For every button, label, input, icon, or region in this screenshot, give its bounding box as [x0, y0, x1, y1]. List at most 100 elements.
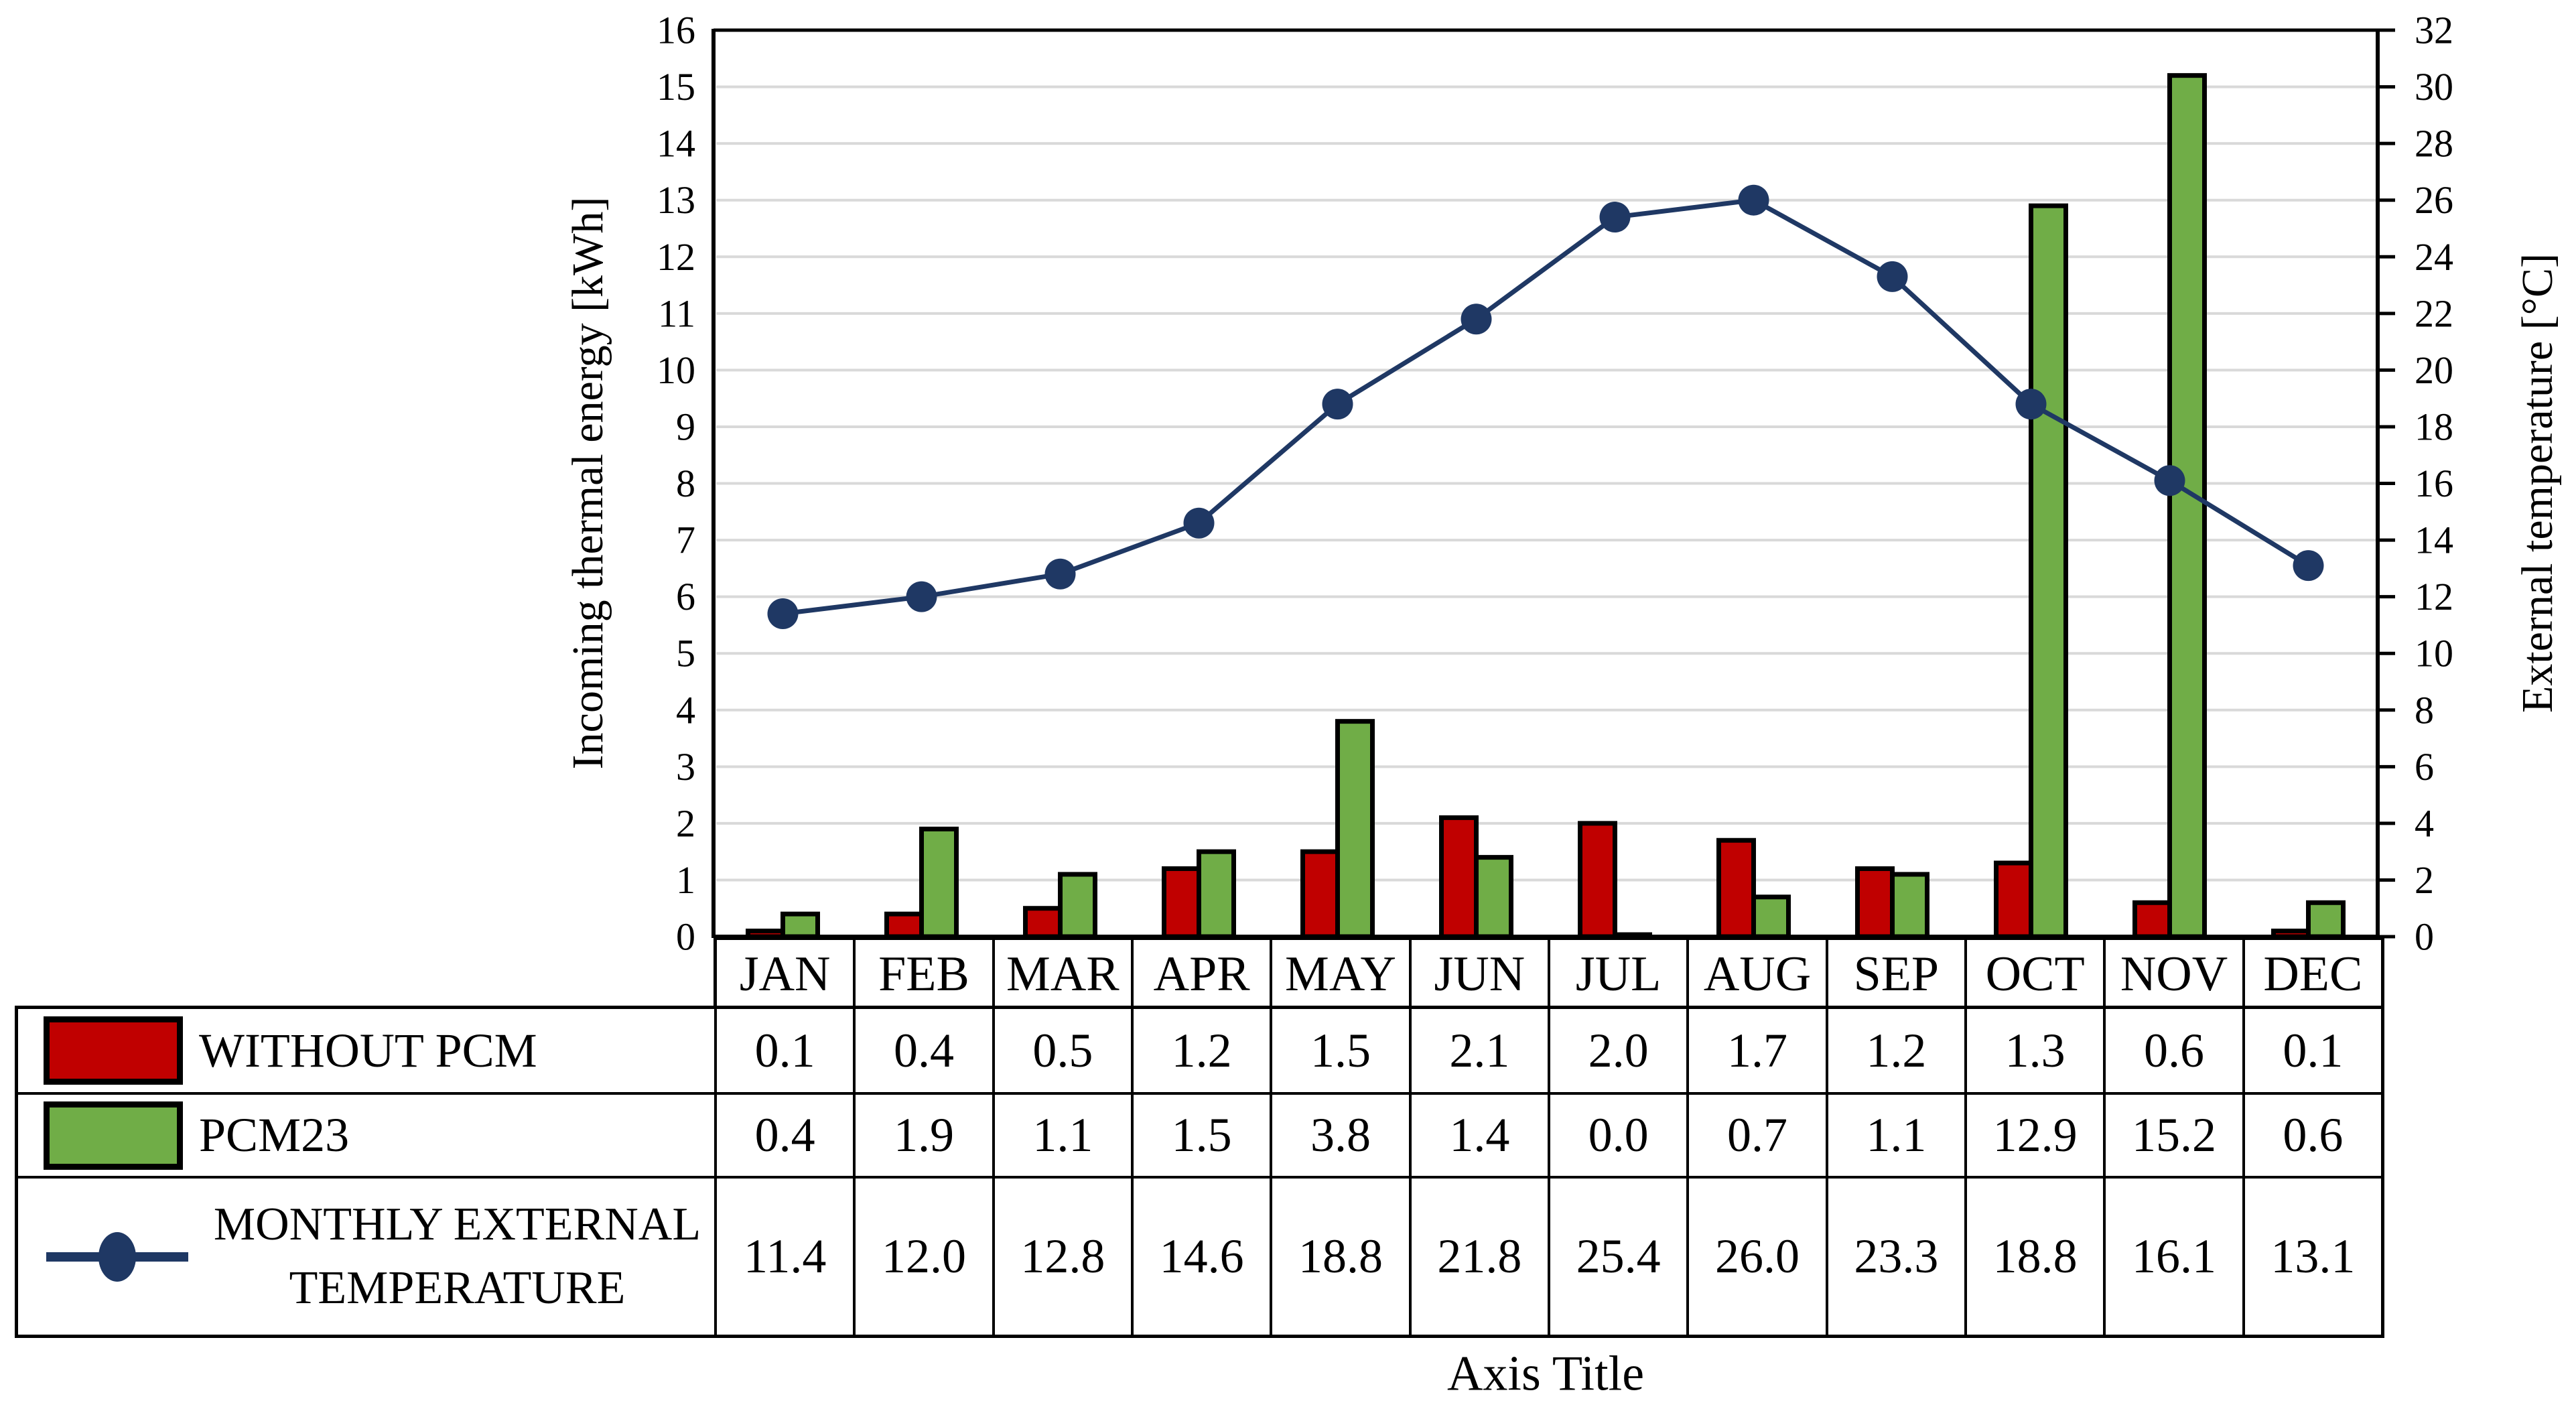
left-axis-tick-label: 13	[657, 178, 695, 222]
month-header-cell: SEP	[1828, 940, 1964, 1009]
legend-label: WITHOUT PCM	[199, 1023, 537, 1077]
table-value-cell: 21.8	[1411, 1179, 1548, 1335]
bar-without-pcm	[1578, 821, 1617, 939]
bar-without-pcm	[1994, 860, 2033, 939]
table-value-cell: 1.5	[1133, 1095, 1270, 1176]
table-value-cell: 26.0	[1689, 1179, 1826, 1335]
right-axis-tick-label: 30	[2415, 65, 2453, 109]
table-value-cell: 14.6	[1133, 1179, 1270, 1335]
temperature-marker	[1461, 304, 1492, 335]
left-axis-title: Incoming thermal energy [kWh]	[563, 196, 612, 770]
table-value-cell: 15.2	[2106, 1095, 2242, 1176]
left-axis-tick-label: 11	[658, 291, 695, 335]
right-axis-tick-label: 26	[2415, 178, 2453, 222]
month-header-cell: JAN	[717, 940, 854, 1009]
month-header-cell: AUG	[1689, 940, 1826, 1009]
bar-pcm23	[1058, 872, 1097, 939]
left-axis-tick-label: 10	[657, 348, 695, 392]
right-axis-tick-label: 12	[2415, 575, 2453, 618]
bar-without-pcm	[884, 911, 924, 939]
table-value-cell: 0.6	[2106, 1009, 2242, 1092]
legend-cell-without-pcm: WITHOUT PCM	[18, 1009, 714, 1092]
left-axis-tick-label: 12	[657, 235, 695, 279]
bar-without-pcm	[2271, 929, 2311, 939]
month-header-cell: MAR	[994, 940, 1131, 1009]
table-value-cell: 0.1	[717, 1009, 854, 1092]
temperature-marker	[2154, 465, 2185, 496]
right-axis-tick-label: 28	[2415, 122, 2453, 165]
left-axis-tick-label: 2	[676, 801, 695, 845]
right-axis-tick-label: 32	[2415, 9, 2453, 52]
bar-pcm23	[781, 911, 820, 939]
left-axis-tick-label: 7	[676, 519, 695, 562]
table-value-cell: 2.0	[1550, 1009, 1687, 1092]
table-value-cell: 25.4	[1550, 1179, 1687, 1335]
legend-swatch-icon	[44, 1016, 183, 1085]
left-axis-tick-label: 5	[676, 632, 695, 675]
bar-pcm23	[1751, 894, 1791, 939]
bar-without-pcm	[1439, 815, 1479, 939]
bar-pcm23	[1335, 719, 1375, 939]
table-value-cell: 1.3	[1966, 1009, 2104, 1092]
table-value-cell: 13.1	[2244, 1179, 2381, 1335]
data-table: WITHOUT PCM 0.1 0.4 0.5 1.2 1.5 2.1 2.0 1.7 1.2 1.…	[15, 1006, 2384, 1338]
x-axis-title: Axis Title	[1446, 1346, 1645, 1402]
legend-label: PCM23	[199, 1108, 350, 1162]
right-axis-tick-label: 6	[2415, 745, 2434, 789]
right-axis-tick-label: 16	[2415, 462, 2453, 505]
month-header-cell: APR	[1133, 940, 1270, 1009]
month-header-cell: MAY	[1272, 940, 1409, 1009]
left-axis-tick-label: 15	[657, 65, 695, 109]
table-value-cell: 0.5	[994, 1009, 1131, 1092]
left-axis-tick-label: 3	[676, 745, 695, 789]
legend-cell-pcm23: PCM23	[18, 1095, 714, 1176]
temperature-marker	[2293, 550, 2324, 582]
temperature-line	[783, 198, 2310, 616]
month-header-cell: NOV	[2106, 940, 2242, 1009]
bar-pcm23	[1890, 872, 1929, 939]
bar-pcm23	[2306, 900, 2346, 939]
temperature-marker	[767, 598, 799, 629]
left-axis-tick-label: 9	[676, 405, 695, 448]
table-value-cell: 1.4	[1411, 1095, 1548, 1176]
bar-pcm23	[2029, 203, 2068, 939]
table-value-cell: 0.4	[856, 1009, 992, 1092]
right-axis-tick-label: 0	[2415, 915, 2434, 959]
month-header-cell: OCT	[1966, 940, 2104, 1009]
table-value-cell: 1.9	[856, 1095, 992, 1176]
table-value-cell: 1.5	[1272, 1009, 1409, 1092]
month-header-cell: JUN	[1411, 940, 1548, 1009]
left-axis-tick-label: 8	[676, 462, 695, 505]
right-axis-tick-label: 24	[2415, 235, 2453, 279]
bar-without-pcm	[1162, 866, 1201, 939]
bar-without-pcm	[746, 929, 785, 939]
left-axis-tick-label: 0	[676, 915, 695, 959]
month-header-cell: FEB	[856, 940, 992, 1009]
table-value-cell: 1.1	[994, 1095, 1131, 1176]
table-value-cell: 12.9	[1966, 1095, 2104, 1176]
legend-cell-monthly-external-temperature: MONTHLY EXTERNAL TEMPERATURE	[18, 1179, 714, 1335]
table-value-cell: 11.4	[717, 1179, 854, 1335]
left-axis-tick-label: 4	[676, 688, 695, 732]
bar-pcm23	[919, 826, 959, 939]
temperature-marker	[1044, 558, 1076, 590]
table-value-cell: 2.1	[1411, 1009, 1548, 1092]
bar-pcm23	[1197, 849, 1236, 939]
month-header-row: JAN FEB MAR APR MAY JUN JUL AUG SEP OCT NOV DEC	[714, 937, 2384, 1012]
legend-line-marker-icon	[46, 1231, 188, 1282]
right-axis-tick-label: 22	[2415, 291, 2453, 335]
table-value-cell: 0.6	[2244, 1095, 2381, 1176]
bar-without-pcm	[1855, 866, 1895, 939]
table-value-cell: 18.8	[1272, 1179, 1409, 1335]
temperature-marker	[1738, 184, 1769, 216]
month-header-cell: JUL	[1550, 940, 1687, 1009]
legend-label: MONTHLY EXTERNAL TEMPERATURE	[213, 1199, 701, 1314]
bar-without-pcm	[2132, 900, 2172, 939]
table-value-cell: 0.7	[1689, 1095, 1826, 1176]
left-axis-tick-label: 16	[657, 9, 695, 52]
table-value-cell: 3.8	[1272, 1095, 1409, 1176]
bar-pcm23	[1474, 855, 1513, 939]
temperature-marker	[1599, 202, 1631, 233]
bar-without-pcm	[1023, 906, 1063, 939]
